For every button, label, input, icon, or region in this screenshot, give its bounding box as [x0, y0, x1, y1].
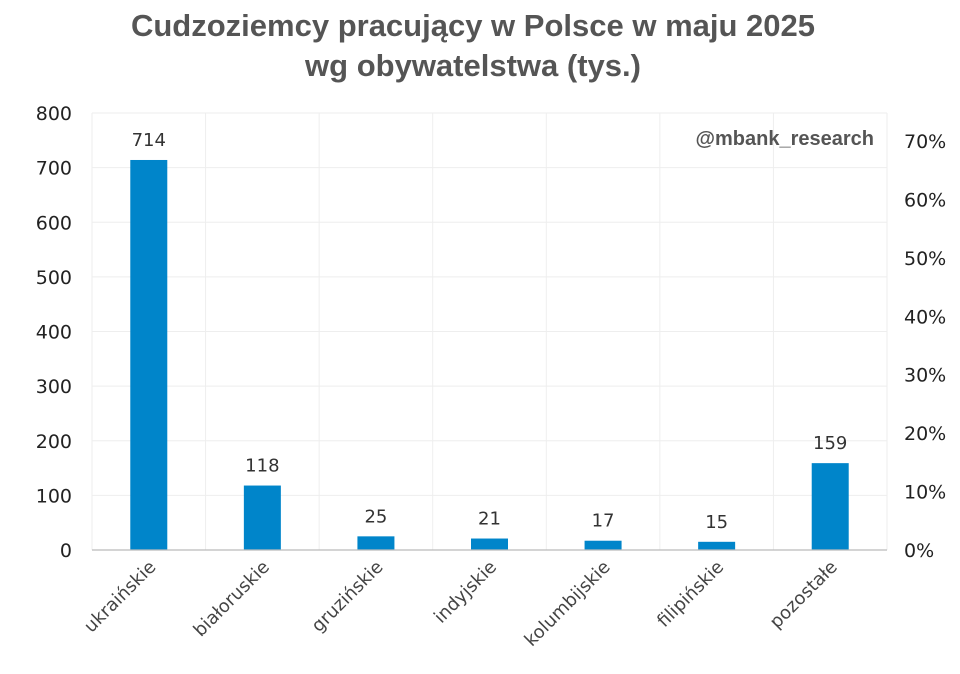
bar-indyjskie [471, 538, 508, 550]
y-tick-label: 100 [36, 485, 72, 507]
y2-tick-label: 40% [904, 306, 946, 328]
chart-title: Cudzoziemcy pracujący w Polsce w maju 20… [0, 6, 946, 86]
y2-tick-label: 50% [904, 248, 946, 270]
y2-tick-label: 20% [904, 423, 946, 445]
y2-tick-label: 0% [904, 540, 934, 562]
data-label: 159 [813, 433, 847, 454]
data-label: 714 [132, 130, 166, 151]
y2-tick-label: 10% [904, 482, 946, 504]
y-tick-label: 800 [36, 103, 72, 125]
bar-ukraińskie [130, 159, 168, 551]
y-tick-label: 700 [36, 158, 72, 180]
y2-tick-label: 30% [904, 365, 946, 387]
y-tick-label: 200 [36, 431, 72, 453]
y-tick-label: 0 [60, 540, 72, 562]
data-label: 118 [245, 456, 279, 477]
data-label: 25 [364, 506, 387, 527]
x-tick-label: indyjskie [430, 557, 501, 628]
data-label: 17 [592, 511, 615, 532]
y-tick-label: 500 [36, 267, 72, 289]
bar-filipińskie [698, 541, 736, 550]
y-tick-label: 300 [36, 376, 72, 398]
y2-tick-label: 60% [904, 189, 946, 211]
x-tick-label: kolumbijskie [521, 557, 615, 651]
y-tick-label: 600 [36, 212, 72, 234]
data-label: 21 [478, 509, 501, 530]
data-label: 15 [705, 512, 728, 533]
title-line-1: Cudzoziemcy pracujący w Polsce w maju 20… [130, 8, 815, 43]
y2-tick-label: 70% [904, 131, 946, 153]
y-tick-label: 400 [36, 322, 72, 344]
x-tick-label: ukraińskie [80, 557, 160, 637]
bar-kolumbijskie [584, 540, 622, 550]
x-tick-label: białoruskie [190, 557, 274, 641]
bar-pozostałe [811, 463, 849, 550]
bar-białoruskie [243, 485, 281, 550]
bar-gruzińskie [357, 536, 395, 550]
title-line-2: wg obywatelstwa (tys.) [305, 48, 641, 83]
watermark: @mbank_research [696, 128, 875, 150]
x-tick-label: pozostałe [766, 557, 842, 633]
x-tick-label: filipińskie [653, 557, 728, 632]
x-tick-label: gruzińskie [308, 557, 388, 637]
